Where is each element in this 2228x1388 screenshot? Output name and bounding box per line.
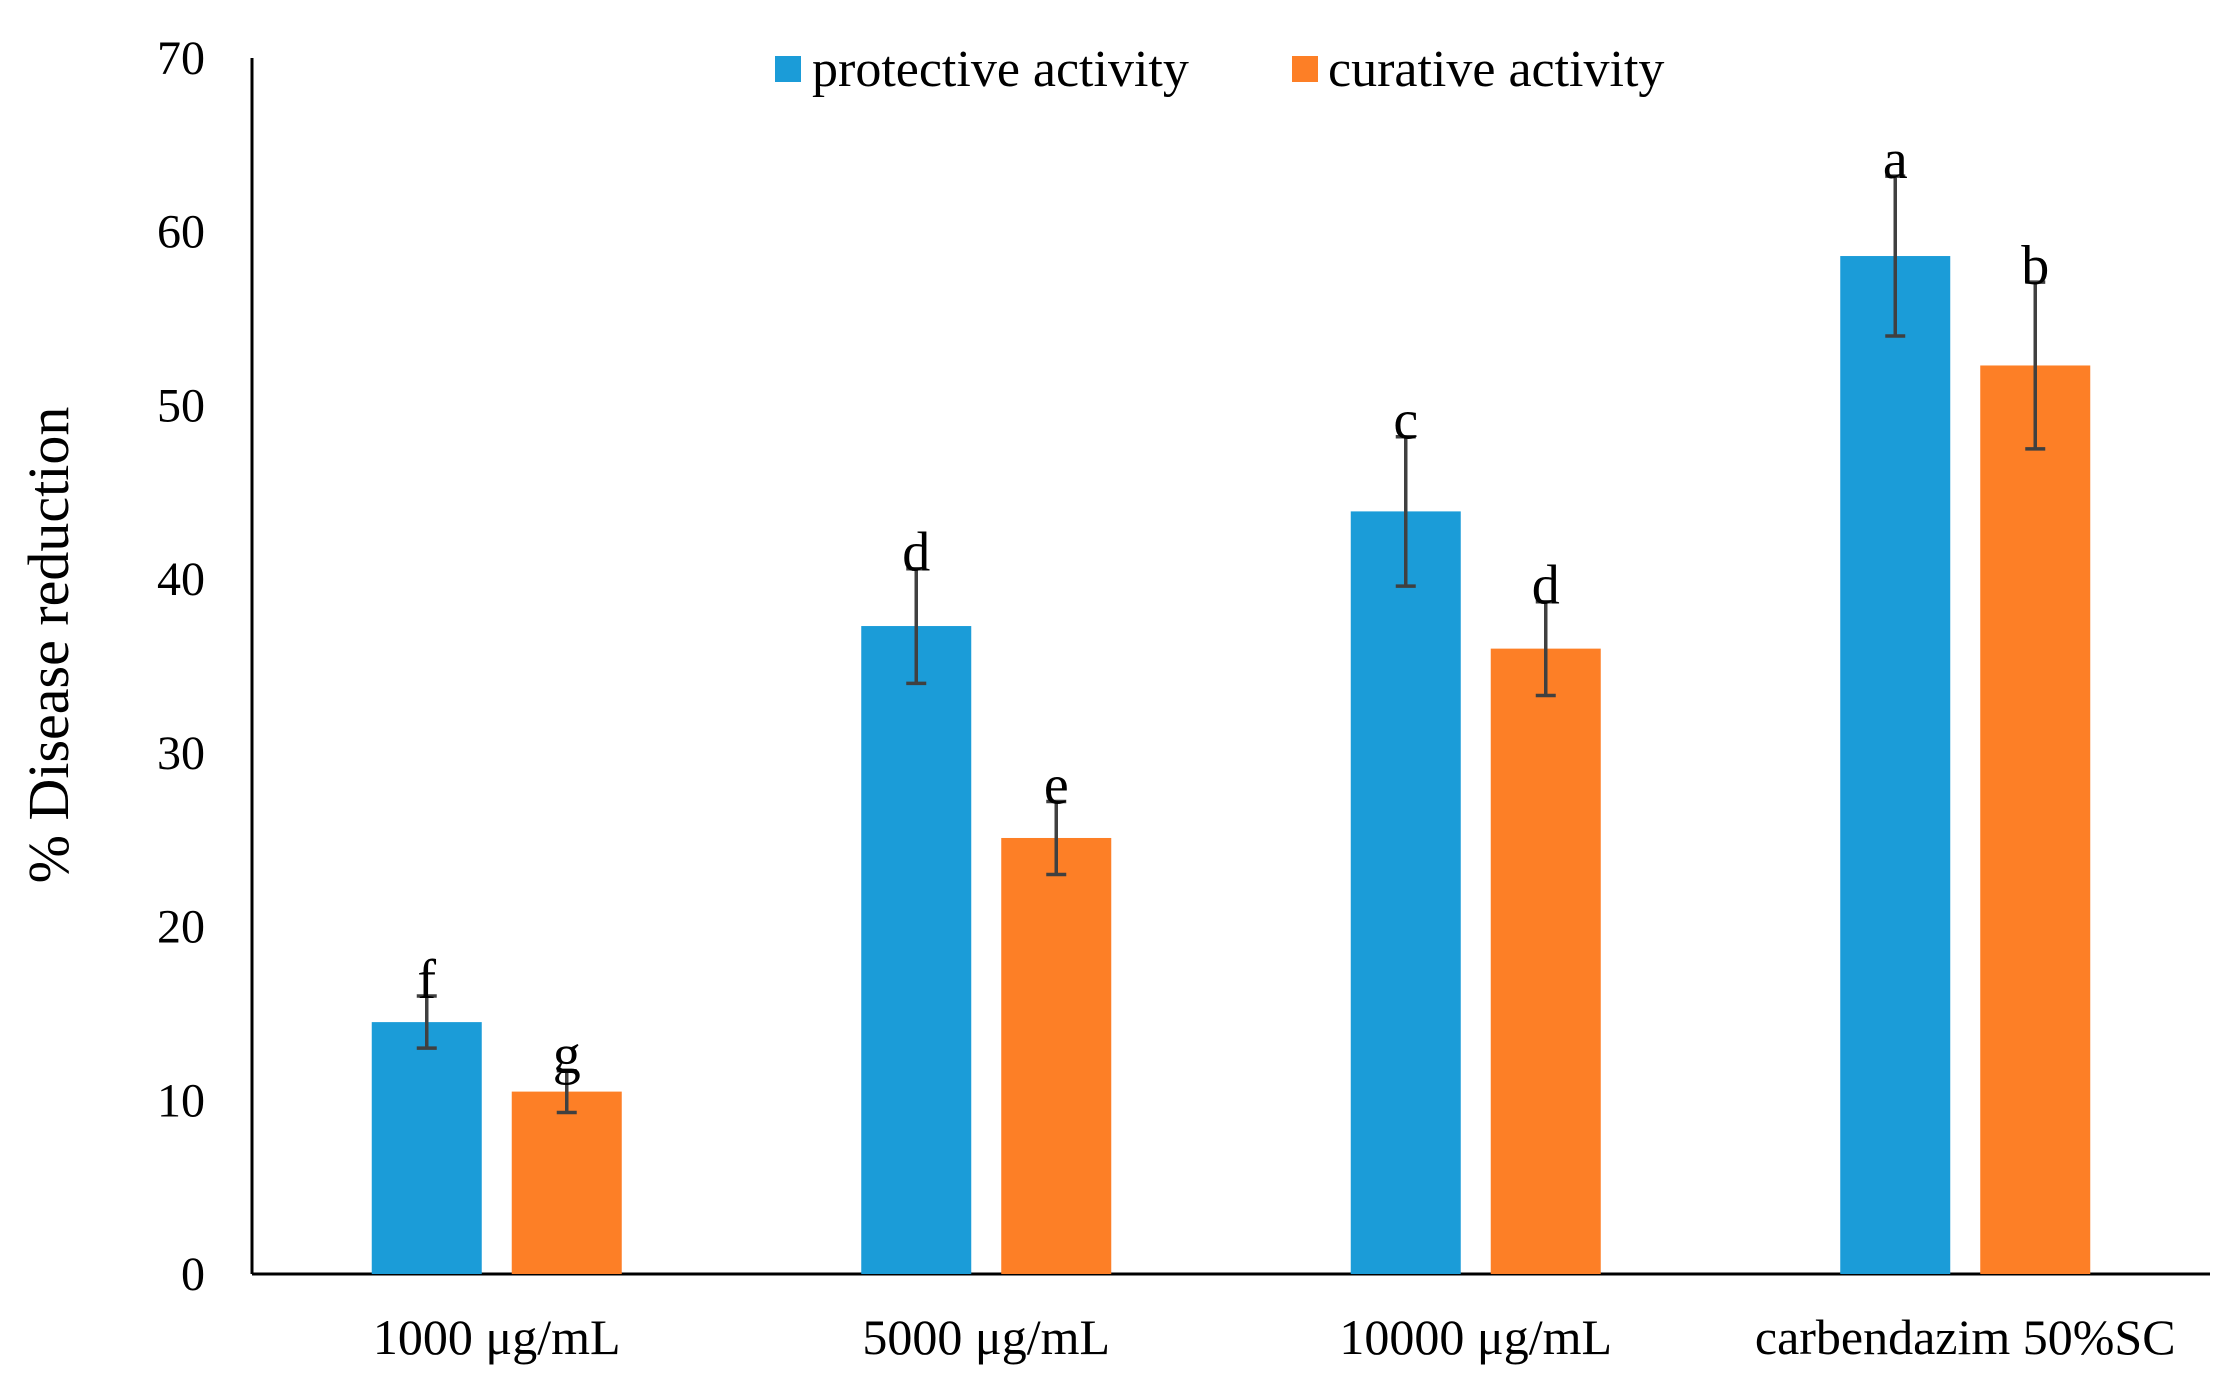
significance-letters: f g d e c d a b bbox=[417, 129, 2049, 1086]
legend-swatch bbox=[775, 56, 801, 82]
legend: protective activity curative activity bbox=[775, 41, 1664, 98]
significance-letter: d bbox=[1532, 555, 1560, 617]
bar-protective-activity bbox=[861, 626, 972, 1274]
bar-protective-activity bbox=[371, 1022, 482, 1274]
y-tick-label: 0 bbox=[181, 1248, 205, 1301]
significance-letter: b bbox=[2021, 235, 2049, 297]
x-category-label: 10000 μg/mL bbox=[1339, 1309, 1612, 1365]
legend-swatch bbox=[1292, 56, 1318, 82]
x-category-label: 5000 μg/mL bbox=[862, 1309, 1110, 1365]
significance-letter: f bbox=[417, 949, 436, 1011]
x-category-label: 1000 μg/mL bbox=[373, 1309, 621, 1365]
error-bars bbox=[416, 174, 2046, 1115]
bars bbox=[371, 256, 2091, 1275]
bar-curative-activity bbox=[511, 1091, 622, 1274]
y-tick-label: 50 bbox=[157, 379, 205, 432]
significance-letter: d bbox=[902, 522, 930, 584]
bar-curative-activity bbox=[1001, 837, 1112, 1274]
y-tick-labels: 0 10 20 30 40 50 60 70 bbox=[157, 32, 205, 1301]
y-tick-label: 20 bbox=[157, 901, 205, 954]
significance-letter: c bbox=[1393, 390, 1418, 452]
y-tick-label: 30 bbox=[157, 727, 205, 780]
legend-label: protective activity bbox=[812, 41, 1189, 98]
y-tick-label: 70 bbox=[157, 32, 205, 85]
x-category-label: carbendazim 50%SC bbox=[1755, 1309, 2176, 1365]
category-labels: 1000 μg/mL 5000 μg/mL 10000 μg/mL carbendaz… bbox=[373, 1309, 2176, 1365]
y-tick-label: 10 bbox=[157, 1074, 205, 1127]
bar-protective-activity bbox=[1840, 256, 1951, 1274]
bar-protective-activity bbox=[1350, 511, 1461, 1274]
bar-curative-activity bbox=[1980, 365, 2091, 1275]
significance-letter: g bbox=[553, 1024, 581, 1086]
y-tick-label: 40 bbox=[157, 553, 205, 606]
y-tick-label: 60 bbox=[157, 206, 205, 259]
y-axis-title: % Disease reduction bbox=[16, 407, 81, 884]
significance-letter: e bbox=[1044, 754, 1069, 816]
significance-letter: a bbox=[1883, 129, 1908, 191]
bar-curative-activity bbox=[1490, 648, 1601, 1274]
legend-label: curative activity bbox=[1328, 41, 1664, 98]
